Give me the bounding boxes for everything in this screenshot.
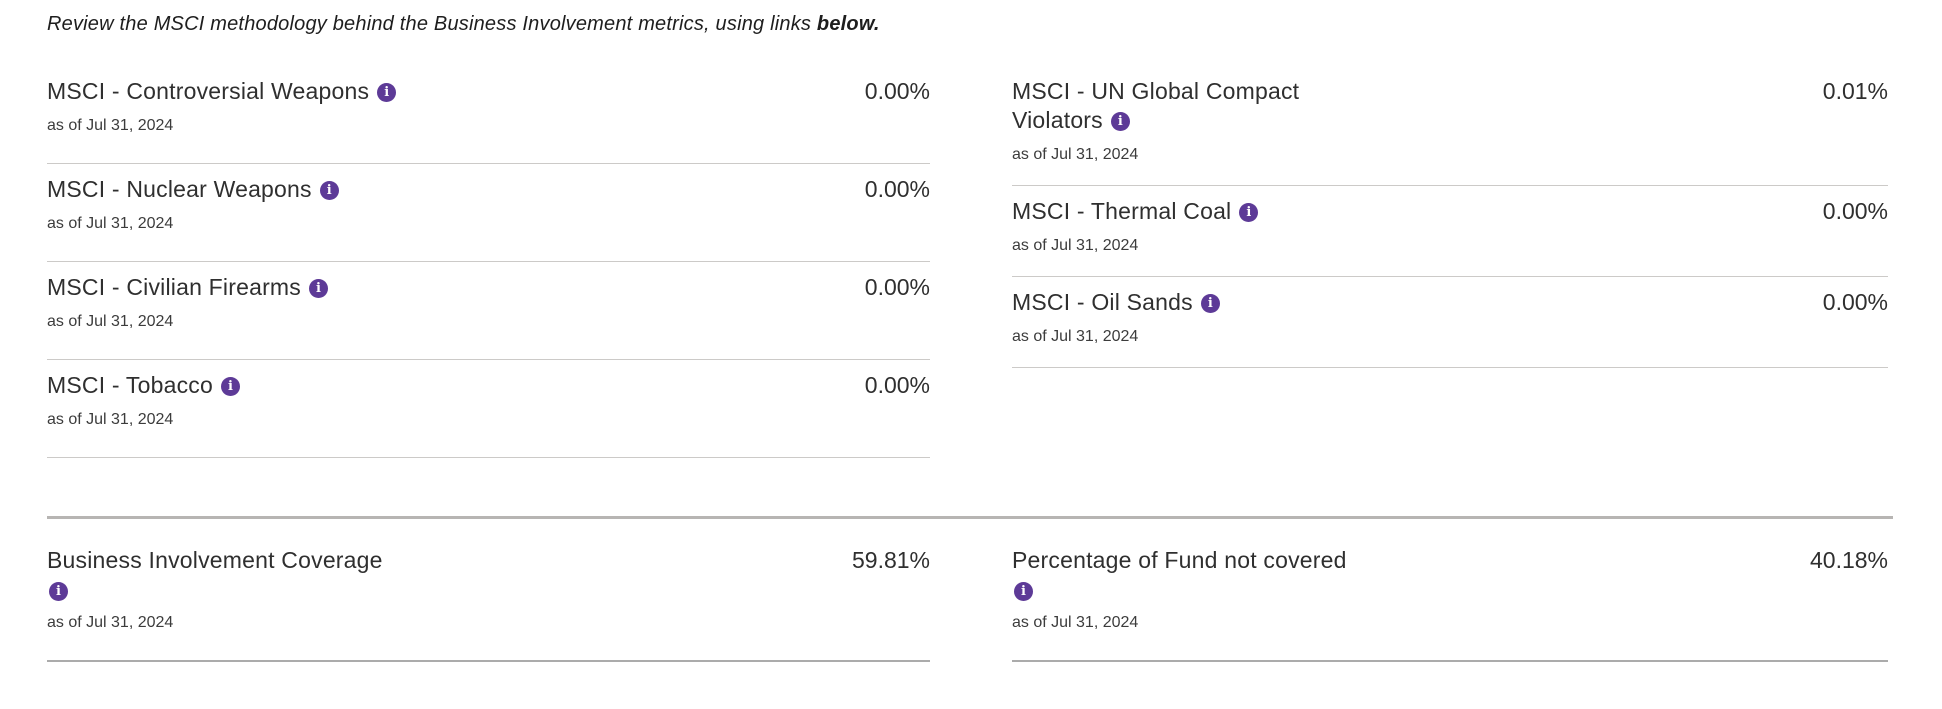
metric-value: 0.01% (1822, 78, 1888, 104)
methodology-note: Review the MSCI methodology behind the B… (47, 13, 1893, 36)
coverage-grid: Business Involvement Coverage 59.81% i a… (47, 546, 1893, 662)
metric-as-of-date: as of Jul 31, 2024 (47, 614, 174, 631)
metric-as-of-date: as of Jul 31, 2024 (47, 117, 174, 134)
metric-info: MSCI - Thermal Coal i as of Jul 31, 2024 (1012, 197, 1259, 256)
icon-line: i (1012, 582, 1888, 601)
methodology-note-bold-text: below. (816, 13, 880, 35)
metric-value: 0.00% (864, 78, 930, 104)
metric-value: 0.00% (864, 372, 930, 398)
metric-info: MSCI - Tobacco i as of Jul 31, 2024 (47, 371, 240, 430)
info-icon[interactable]: i (49, 582, 68, 601)
metric-info: MSCI - Oil Sands i as of Jul 31, 2024 (1012, 288, 1220, 347)
metric-row-nuclear-weapons: MSCI - Nuclear Weapons i as of Jul 31, 20… (47, 164, 930, 262)
section-divider (47, 516, 1893, 519)
business-involvement-panel: Review the MSCI methodology behind the B… (0, 13, 1942, 662)
metric-value: 59.81% (851, 547, 930, 573)
metric-row-thermal-coal: MSCI - Thermal Coal i as of Jul 31, 2024 … (1012, 186, 1888, 277)
metric-as-of-date: as of Jul 31, 2024 (1012, 614, 1139, 631)
metric-title: MSCI - Controversial Weapons (47, 78, 370, 104)
metric-value: 0.00% (1822, 289, 1888, 315)
metric-title-line2: Violators (1012, 107, 1103, 133)
metric-title: MSCI - Nuclear Weapons (47, 176, 312, 202)
coverage-card-head: Percentage of Fund not covered 40.18% (1012, 546, 1888, 575)
info-icon[interactable]: i (1200, 294, 1220, 314)
metrics-column-left: MSCI - Controversial Weapons i as of Jul … (47, 66, 930, 458)
metric-row-civilian-firearms: MSCI - Civilian Firearms i as of Jul 31, … (47, 262, 930, 360)
metric-row-controversial-weapons: MSCI - Controversial Weapons i as of Jul … (47, 66, 930, 164)
coverage-card-head: Business Involvement Coverage 59.81% (47, 546, 930, 575)
info-icon[interactable]: i (377, 83, 397, 103)
metric-value: 0.00% (864, 176, 930, 202)
metric-value: 40.18% (1809, 547, 1888, 573)
metric-as-of-date: as of Jul 31, 2024 (47, 215, 174, 232)
coverage-card-business-involvement: Business Involvement Coverage 59.81% i a… (47, 546, 930, 662)
metrics-grid: MSCI - Controversial Weapons i as of Jul … (47, 66, 1893, 458)
info-icon[interactable]: i (1014, 582, 1033, 601)
methodology-note-text: Review the MSCI methodology behind the B… (47, 13, 817, 35)
metric-title: MSCI - Tobacco (47, 372, 213, 398)
metric-value: 0.00% (864, 274, 930, 300)
metric-as-of-date: as of Jul 31, 2024 (47, 313, 174, 330)
icon-line: i (47, 582, 930, 601)
coverage-card-fund-not-covered: Percentage of Fund not covered 40.18% i … (1012, 546, 1888, 662)
metric-title: Percentage of Fund not covered (1012, 547, 1347, 573)
metric-title: MSCI - Oil Sands (1012, 289, 1193, 315)
metric-title: Business Involvement Coverage (47, 547, 383, 573)
metric-row-oil-sands: MSCI - Oil Sands i as of Jul 31, 2024 0.0… (1012, 277, 1888, 368)
info-icon[interactable]: i (1110, 112, 1130, 132)
metric-as-of-date: as of Jul 31, 2024 (47, 411, 174, 428)
info-icon[interactable]: i (221, 377, 240, 397)
metric-as-of-date: as of Jul 31, 2024 (1012, 328, 1139, 345)
info-icon[interactable]: i (308, 279, 328, 299)
metric-title: MSCI - Civilian Firearms (47, 274, 301, 300)
info-icon[interactable]: i (319, 181, 339, 201)
metric-value: 0.00% (1822, 198, 1888, 224)
info-icon[interactable]: i (1239, 203, 1259, 223)
metric-title: MSCI - Thermal Coal (1012, 198, 1232, 224)
metric-row-un-global-compact-violators: MSCI - UN Global Compact Violators i as o… (1012, 66, 1888, 186)
metrics-column-right: MSCI - UN Global Compact Violators i as o… (1012, 66, 1888, 368)
metric-title: MSCI - UN Global Compact (1012, 78, 1300, 104)
metric-as-of-date: as of Jul 31, 2024 (1012, 146, 1139, 163)
metric-info: MSCI - Civilian Firearms i as of Jul 31, … (47, 273, 328, 332)
metric-info: MSCI - Controversial Weapons i as of Jul … (47, 77, 397, 136)
metric-info: MSCI - UN Global Compact Violators i as o… (1012, 77, 1299, 165)
metric-row-tobacco: MSCI - Tobacco i as of Jul 31, 2024 0.00% (47, 360, 930, 458)
metric-info: MSCI - Nuclear Weapons i as of Jul 31, 20… (47, 175, 339, 234)
metric-as-of-date: as of Jul 31, 2024 (1012, 237, 1139, 254)
